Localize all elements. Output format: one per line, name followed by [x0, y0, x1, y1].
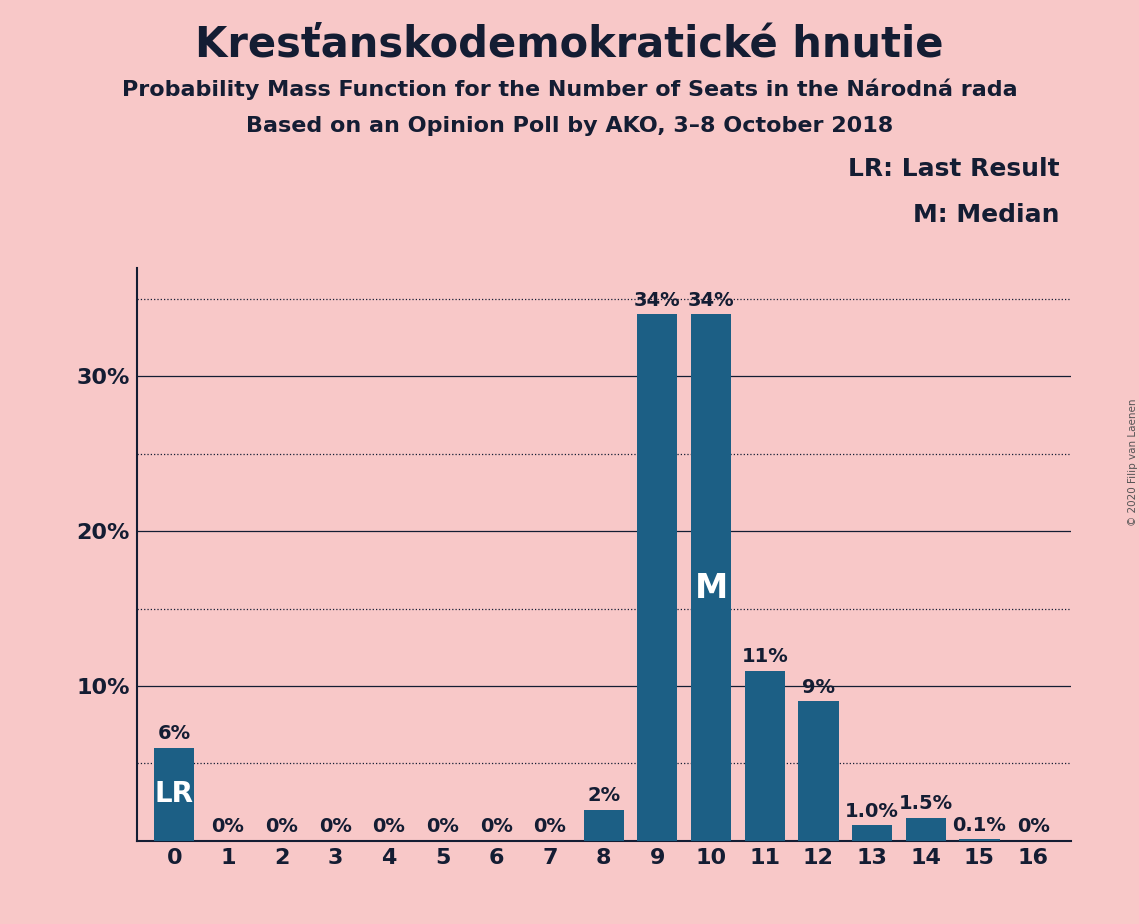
Text: M: Median: M: Median	[912, 203, 1059, 227]
Text: 0%: 0%	[319, 817, 352, 836]
Text: LR: LR	[155, 781, 194, 808]
Bar	[583, 809, 624, 841]
Text: LR: Last Result: LR: Last Result	[847, 157, 1059, 181]
Text: © 2020 Filip van Laenen: © 2020 Filip van Laenen	[1129, 398, 1138, 526]
Text: 6%: 6%	[157, 724, 191, 743]
Text: 11%: 11%	[741, 647, 788, 666]
Text: 1.0%: 1.0%	[845, 802, 899, 821]
Text: 9%: 9%	[802, 678, 835, 697]
Bar	[906, 818, 945, 841]
Text: 0%: 0%	[1017, 817, 1049, 836]
Text: 0%: 0%	[372, 817, 405, 836]
Bar	[691, 314, 731, 841]
Text: Based on an Opinion Poll by AKO, 3–8 October 2018: Based on an Opinion Poll by AKO, 3–8 Oct…	[246, 116, 893, 136]
Bar	[745, 671, 785, 841]
Bar	[852, 825, 892, 841]
Bar	[154, 748, 195, 841]
Text: 0%: 0%	[480, 817, 513, 836]
Text: 0%: 0%	[265, 817, 298, 836]
Text: Kresťanskodemokratické hnutie: Kresťanskodemokratické hnutie	[195, 23, 944, 65]
Bar	[637, 314, 678, 841]
Bar	[959, 839, 1000, 841]
Text: 34%: 34%	[688, 291, 735, 310]
Text: 0%: 0%	[426, 817, 459, 836]
Text: Probability Mass Function for the Number of Seats in the Národná rada: Probability Mass Function for the Number…	[122, 79, 1017, 100]
Text: 0%: 0%	[212, 817, 245, 836]
Text: 1.5%: 1.5%	[899, 794, 953, 813]
Text: M: M	[695, 572, 728, 604]
Bar	[798, 701, 838, 841]
Text: 34%: 34%	[634, 291, 681, 310]
Text: 2%: 2%	[587, 786, 621, 805]
Text: 0.1%: 0.1%	[952, 816, 1007, 834]
Text: 0%: 0%	[533, 817, 566, 836]
